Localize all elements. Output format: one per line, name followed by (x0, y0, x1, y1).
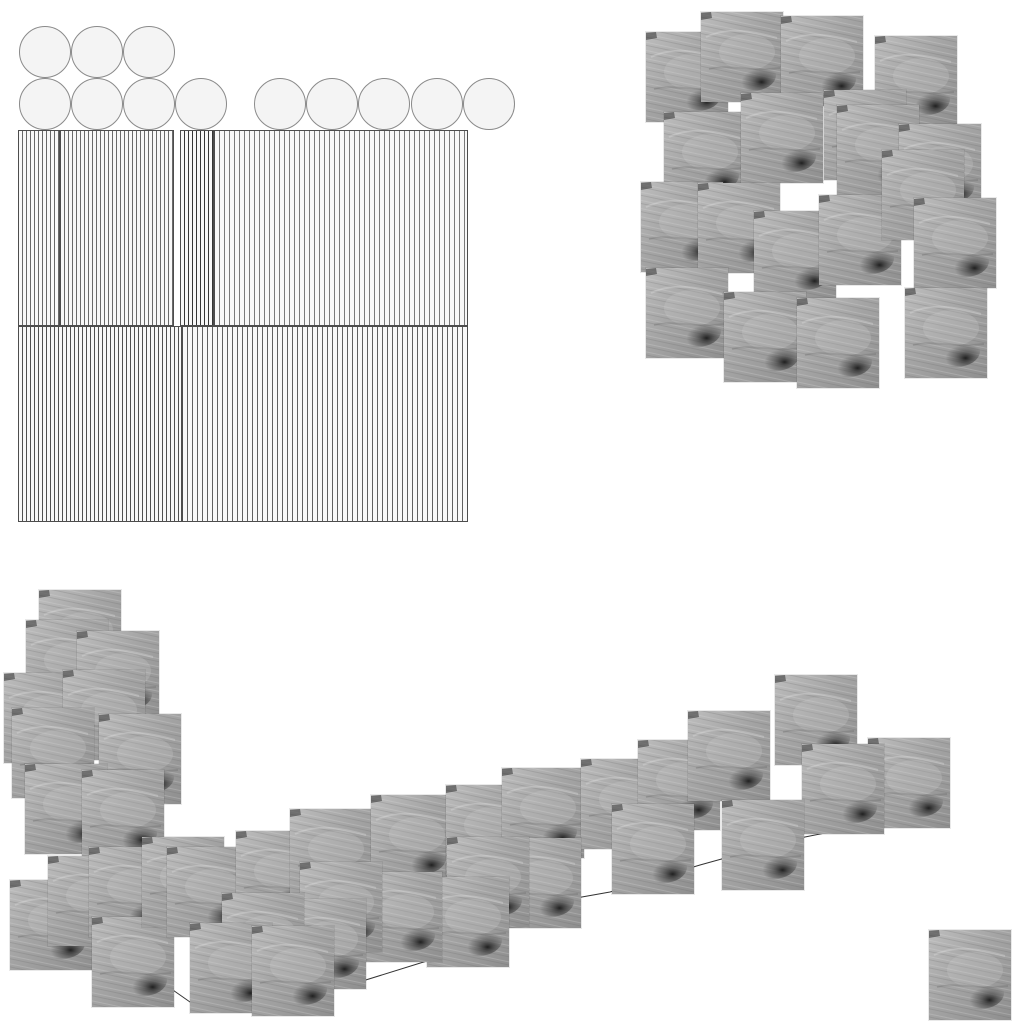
circle-button[interactable] (123, 78, 175, 130)
texture-tile (797, 298, 879, 388)
texture-tile (905, 288, 987, 378)
texture-tile (724, 292, 806, 382)
texture-tile (646, 268, 728, 358)
texture-tile (252, 926, 334, 1016)
striped-block (180, 130, 214, 326)
texture-tile (688, 711, 770, 801)
striped-block (18, 326, 182, 522)
circle-button[interactable] (175, 78, 227, 130)
texture-tile (741, 93, 823, 183)
circle-button[interactable] (19, 78, 71, 130)
texture-tile (612, 804, 694, 894)
circle-button[interactable] (19, 26, 71, 78)
circle-button[interactable] (71, 26, 123, 78)
texture-tile (701, 12, 783, 102)
texture-tile (914, 198, 996, 288)
circle-button[interactable] (463, 78, 515, 130)
striped-block (18, 130, 60, 326)
circle-button[interactable] (123, 26, 175, 78)
texture-tile (929, 930, 1011, 1020)
circle-button[interactable] (254, 78, 306, 130)
circle-button[interactable] (411, 78, 463, 130)
texture-tile (92, 917, 174, 1007)
striped-block (182, 326, 468, 522)
striped-block (214, 130, 468, 326)
texture-tile (802, 744, 884, 834)
circle-button[interactable] (71, 78, 123, 130)
circle-button[interactable] (358, 78, 410, 130)
texture-tile (722, 800, 804, 890)
circle-button[interactable] (306, 78, 358, 130)
striped-block (60, 130, 174, 326)
